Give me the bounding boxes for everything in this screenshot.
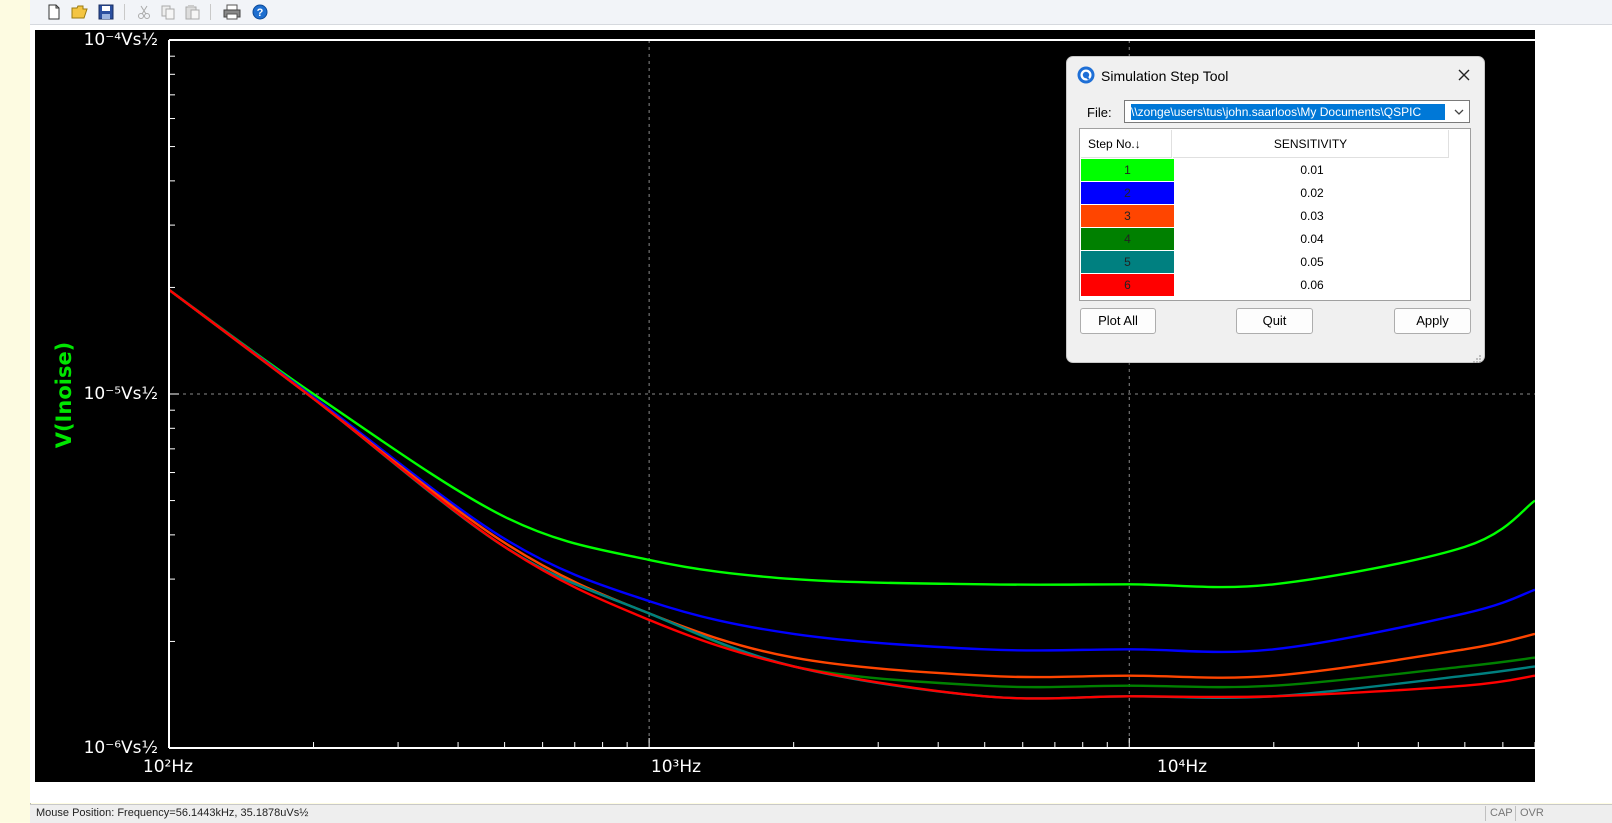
apply-button[interactable]: Apply	[1394, 308, 1471, 334]
print-icon[interactable]	[222, 2, 242, 22]
table-row[interactable]: 5 0.05	[1081, 251, 1469, 274]
y-tick-label: 10⁻⁵Vs½	[83, 384, 158, 404]
column-header-step-no[interactable]: Step No.↓	[1081, 130, 1172, 158]
toolbar: ?	[30, 0, 1612, 25]
chevron-down-icon[interactable]	[1453, 105, 1465, 119]
quit-button[interactable]: Quit	[1236, 308, 1313, 334]
caps-lock-indicator: CAP	[1485, 806, 1513, 821]
left-panel-strip	[0, 0, 31, 822]
step-number-cell: 4	[1081, 228, 1174, 250]
file-label: File:	[1087, 105, 1112, 120]
series-line-6	[168, 288, 1535, 700]
overwrite-indicator: OVR	[1515, 806, 1544, 821]
x-tick-label: 10³Hz	[650, 757, 702, 777]
table-row[interactable]: 4 0.04	[1081, 228, 1469, 251]
table-row[interactable]: 1 0.01	[1081, 159, 1469, 182]
x-tick-label: 10⁴Hz	[1156, 757, 1208, 777]
copy-icon[interactable]	[158, 2, 178, 22]
save-icon[interactable]	[96, 2, 116, 22]
plot-all-button[interactable]: Plot All	[1080, 308, 1156, 334]
svg-text:?: ?	[257, 7, 264, 19]
table-row[interactable]: 6 0.06	[1081, 274, 1469, 297]
file-path-value: \\zonge\users\tus\john.saarloos\My Docum…	[1131, 104, 1445, 120]
series-line-1	[168, 288, 1535, 589]
y-tick-label: 10⁻⁴Vs½	[83, 30, 158, 50]
simulation-step-tool-dialog: Simulation Step Tool File: \\zonge\users…	[1066, 56, 1485, 363]
y-tick-label: 10⁻⁶Vs½	[83, 738, 158, 758]
dialog-title: Simulation Step Tool	[1101, 68, 1229, 84]
open-folder-icon[interactable]	[70, 2, 90, 22]
resize-grip-icon[interactable]	[1473, 351, 1481, 363]
sensitivity-value: 0.06	[1300, 278, 1324, 292]
sensitivity-value: 0.01	[1300, 163, 1324, 177]
paste-icon[interactable]	[182, 2, 202, 22]
app-logo-icon	[1077, 66, 1095, 84]
table-row[interactable]: 2 0.02	[1081, 182, 1469, 205]
new-file-icon[interactable]	[44, 2, 64, 22]
status-bar: Mouse Position: Frequency=56.1443kHz, 35…	[30, 804, 1612, 823]
table-row[interactable]: 3 0.03	[1081, 205, 1469, 228]
column-header-sensitivity[interactable]: SENSITIVITY	[1173, 130, 1449, 158]
sensitivity-value: 0.05	[1300, 255, 1324, 269]
toolbar-separator	[210, 4, 211, 20]
mouse-position-readout: Mouse Position: Frequency=56.1443kHz, 35…	[36, 807, 309, 819]
toolbar-separator	[124, 4, 125, 20]
sensitivity-value: 0.03	[1300, 209, 1324, 223]
step-number-cell: 3	[1081, 205, 1174, 227]
cut-icon[interactable]	[134, 2, 154, 22]
series-line-2	[168, 288, 1535, 654]
step-table: Step No.↓ SENSITIVITY 1 0.01 2 0.02 3 0.…	[1079, 128, 1471, 301]
step-number-cell: 5	[1081, 251, 1174, 273]
sensitivity-value: 0.02	[1300, 186, 1324, 200]
sensitivity-value: 0.04	[1300, 232, 1324, 246]
help-icon[interactable]: ?	[250, 2, 270, 22]
step-number-cell: 2	[1081, 182, 1174, 204]
x-tick-label: 10²Hz	[142, 757, 194, 777]
close-icon[interactable]	[1454, 65, 1474, 85]
step-number-cell: 6	[1081, 274, 1174, 296]
file-path-dropdown[interactable]: \\zonge\users\tus\john.saarloos\My Docum…	[1124, 100, 1470, 123]
step-number-cell: 1	[1081, 159, 1174, 181]
